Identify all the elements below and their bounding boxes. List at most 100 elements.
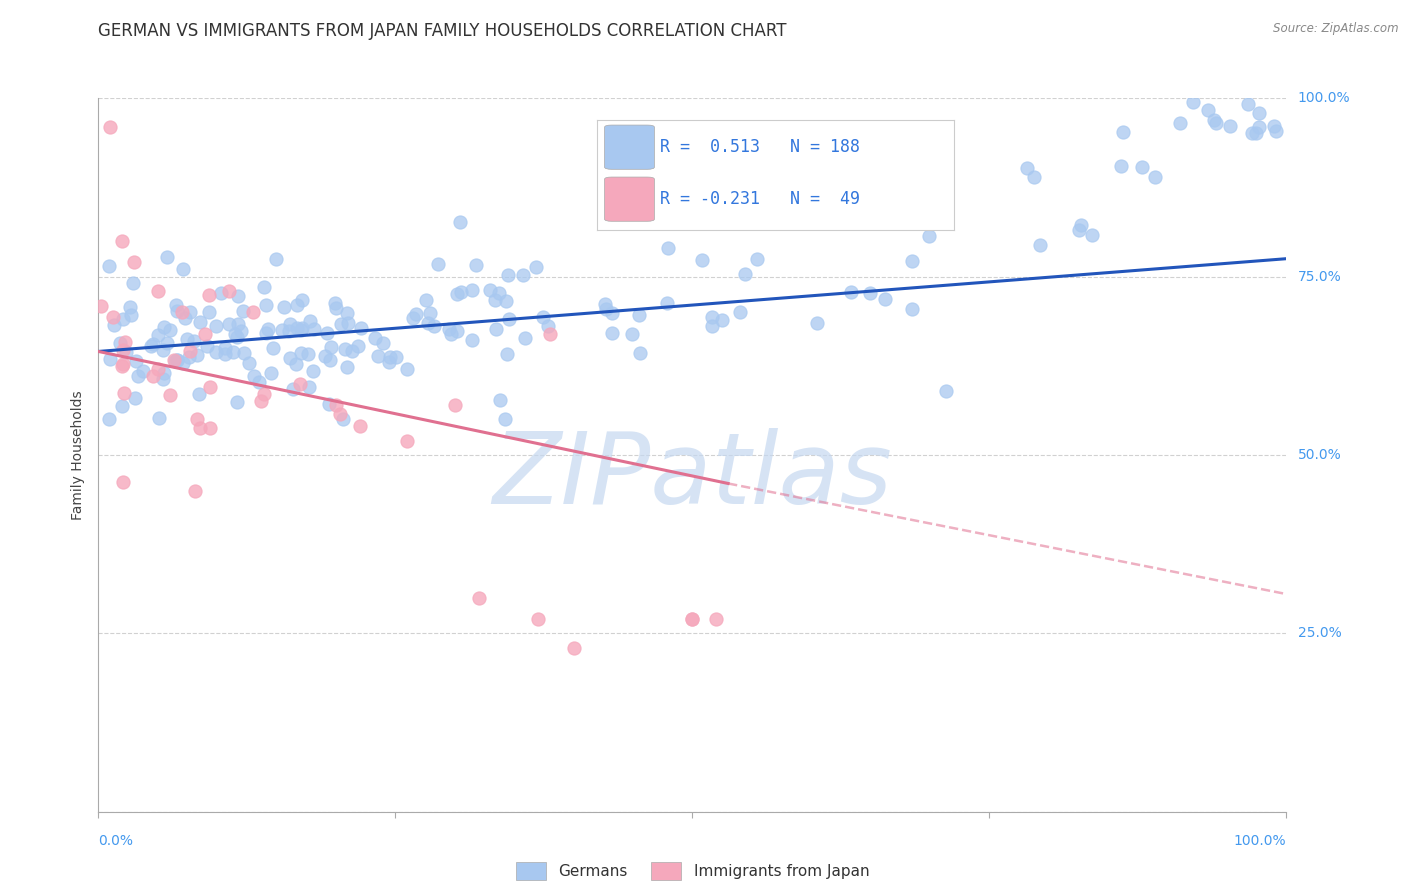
Point xyxy=(1112,125,1135,139)
Point xyxy=(1265,124,1288,138)
Point xyxy=(901,302,924,317)
Point xyxy=(111,234,134,248)
Point xyxy=(125,354,148,368)
Point xyxy=(218,284,240,298)
Point xyxy=(122,255,145,269)
Point xyxy=(226,317,249,331)
Point xyxy=(494,412,516,426)
Text: ZIPatlas: ZIPatlas xyxy=(492,428,893,524)
Point xyxy=(498,311,520,326)
Point xyxy=(112,343,135,357)
Point xyxy=(153,320,176,334)
Point xyxy=(314,349,336,363)
Point xyxy=(531,310,554,324)
Point xyxy=(711,313,734,327)
Point xyxy=(336,306,359,320)
Point xyxy=(378,350,401,364)
Point xyxy=(371,335,394,350)
Point xyxy=(839,285,862,300)
Point xyxy=(114,334,136,349)
Point xyxy=(806,316,828,330)
Point xyxy=(254,298,277,312)
Point xyxy=(153,366,176,380)
Point xyxy=(402,311,425,326)
Point xyxy=(264,252,287,267)
Point xyxy=(461,333,484,347)
Point xyxy=(297,380,319,394)
Point xyxy=(321,340,343,354)
Point xyxy=(278,351,301,365)
Point xyxy=(461,283,484,297)
Point xyxy=(226,395,249,409)
Point xyxy=(859,286,882,301)
Text: GERMAN VS IMMIGRANTS FROM JAPAN FAMILY HOUSEHOLDS CORRELATION CHART: GERMAN VS IMMIGRANTS FROM JAPAN FAMILY H… xyxy=(98,22,787,40)
FancyBboxPatch shape xyxy=(605,177,654,221)
Point xyxy=(318,397,340,411)
Point xyxy=(465,258,488,272)
Point xyxy=(100,351,122,366)
Text: 0.0%: 0.0% xyxy=(98,834,134,848)
Point xyxy=(186,412,208,426)
Point xyxy=(111,400,134,414)
Text: 75.0%: 75.0% xyxy=(1298,269,1341,284)
Point xyxy=(214,341,236,355)
Text: 25.0%: 25.0% xyxy=(1298,626,1341,640)
Point xyxy=(253,279,276,293)
Point xyxy=(188,420,211,434)
Point xyxy=(285,298,308,312)
Point xyxy=(170,305,193,319)
Point xyxy=(415,293,437,308)
Point xyxy=(602,326,624,340)
Point xyxy=(1236,97,1258,112)
Point xyxy=(291,293,314,307)
Y-axis label: Family Households: Family Households xyxy=(72,390,86,520)
Point xyxy=(231,324,253,338)
Point xyxy=(562,640,585,655)
Point xyxy=(281,382,304,396)
Point xyxy=(495,294,517,309)
Point xyxy=(1080,228,1102,243)
Point xyxy=(142,369,165,384)
Point xyxy=(512,268,534,283)
Point xyxy=(188,387,211,401)
Point xyxy=(496,346,519,360)
Point xyxy=(1202,112,1225,127)
Point xyxy=(704,612,727,626)
Point xyxy=(226,289,249,303)
Point xyxy=(657,241,679,255)
Point xyxy=(329,407,352,421)
Point xyxy=(195,339,218,353)
Point xyxy=(1070,219,1092,233)
Point xyxy=(111,359,134,373)
Point xyxy=(278,317,301,331)
Point xyxy=(901,253,924,268)
Point xyxy=(298,314,321,328)
Point xyxy=(332,412,354,426)
Point xyxy=(935,384,957,398)
Point xyxy=(166,353,188,368)
Point xyxy=(367,349,389,363)
Point xyxy=(1246,126,1268,140)
Point xyxy=(918,228,941,243)
Point xyxy=(166,352,188,367)
Point xyxy=(179,351,201,365)
Point xyxy=(297,347,319,361)
Point xyxy=(285,321,308,335)
Point xyxy=(681,612,703,626)
Point xyxy=(302,322,325,336)
Point xyxy=(121,276,143,290)
Point xyxy=(260,366,283,380)
Point xyxy=(183,334,205,348)
Point xyxy=(290,346,312,360)
Text: R =  0.513   N = 188: R = 0.513 N = 188 xyxy=(659,138,860,156)
Point xyxy=(467,591,489,605)
Point xyxy=(222,345,245,359)
Point xyxy=(198,421,221,435)
Point xyxy=(131,364,153,378)
Point xyxy=(115,345,138,359)
Point xyxy=(1249,106,1271,120)
Point xyxy=(214,347,236,361)
Point xyxy=(111,312,134,326)
Point xyxy=(496,268,519,282)
Point xyxy=(290,323,312,337)
